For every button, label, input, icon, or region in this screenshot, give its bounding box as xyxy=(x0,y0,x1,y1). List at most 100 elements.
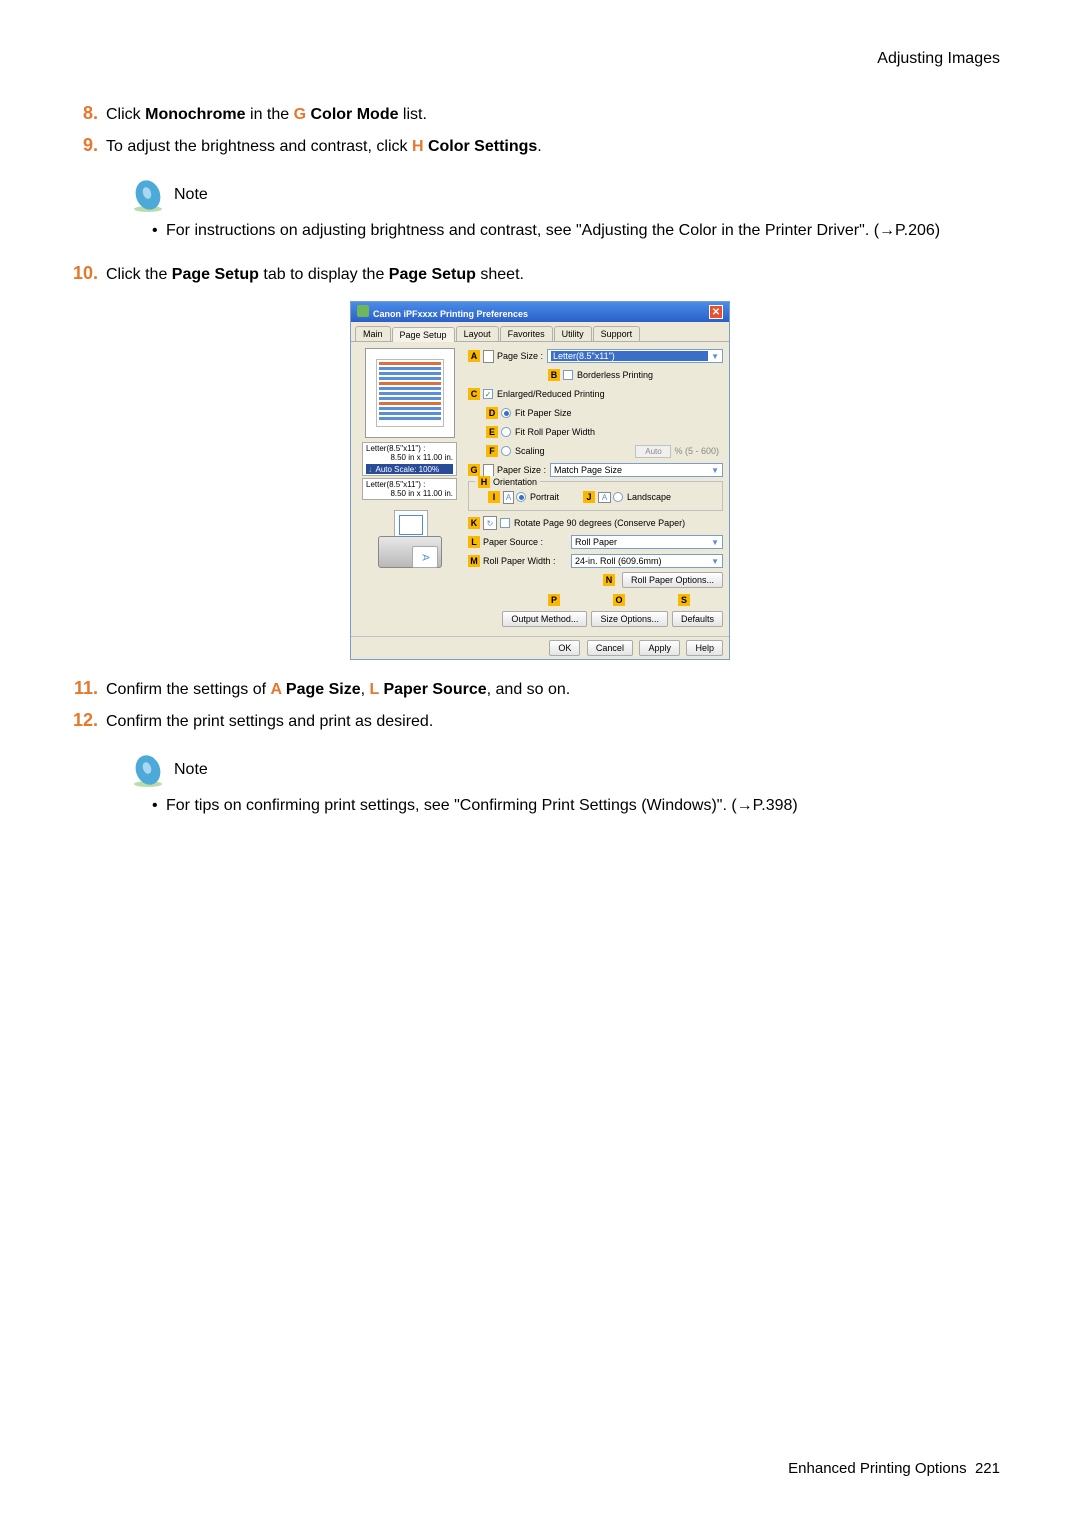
paper-source-dropdown[interactable]: Roll Paper▼ xyxy=(571,535,723,549)
output-method-button[interactable]: Output Method... xyxy=(502,611,587,627)
note-label: Note xyxy=(174,761,208,779)
page-size-label: Page Size : xyxy=(497,351,543,361)
note-label: Note xyxy=(174,186,208,204)
scaling-input[interactable]: Auto xyxy=(635,445,671,458)
step-11: 11. Confirm the settings of A Page Size,… xyxy=(70,678,1010,702)
step-number: 12. xyxy=(70,710,98,734)
size-info-2: Letter(8.5"x11") : 8.50 in x 11.00 in. xyxy=(362,478,457,500)
marker-h: H xyxy=(478,476,490,488)
paper-size-dropdown[interactable]: Match Page Size▼ xyxy=(550,463,723,477)
marker-a: A xyxy=(468,350,480,362)
cancel-button[interactable]: Cancel xyxy=(587,640,633,656)
dialog-title: Canon iPFxxxx Printing Preferences xyxy=(373,309,528,319)
instruction-list-2: 10. Click the Page Setup tab to display … xyxy=(70,263,1010,287)
note-list: For instructions on adjusting brightness… xyxy=(152,219,1010,243)
page-preview xyxy=(365,348,455,438)
note-block-1: Note For instructions on adjusting brigh… xyxy=(130,177,1010,243)
step-8: 8. Click Monochrome in the G Color Mode … xyxy=(70,103,1010,127)
chevron-down-icon: ▼ xyxy=(711,352,719,361)
page-footer: Enhanced Printing Options 221 xyxy=(788,1460,1000,1477)
page-size-dropdown[interactable]: Letter(8.5"x11")▼ xyxy=(547,349,723,363)
dialog-titlebar: Canon iPFxxxx Printing Preferences ✕ xyxy=(351,302,729,322)
roll-width-dropdown[interactable]: 24-in. Roll (609.6mm)▼ xyxy=(571,554,723,568)
marker-c: C xyxy=(468,388,480,400)
arrow-down-icon: ↓ xyxy=(368,464,373,474)
portrait-radio[interactable] xyxy=(516,492,526,502)
close-icon[interactable]: ✕ xyxy=(709,305,723,319)
marker-f: F xyxy=(486,445,498,457)
tab-utility[interactable]: Utility xyxy=(554,326,592,341)
fit-roll-radio[interactable] xyxy=(501,427,511,437)
tab-support[interactable]: Support xyxy=(593,326,641,341)
dialog-footer: OK Cancel Apply Help xyxy=(351,636,729,659)
marker-i: I xyxy=(488,491,500,503)
tab-favorites[interactable]: Favorites xyxy=(500,326,553,341)
print-preferences-dialog: Canon iPFxxxx Printing Preferences ✕ Mai… xyxy=(350,301,730,660)
tab-main[interactable]: Main xyxy=(355,326,391,341)
step-12: 12. Confirm the print settings and print… xyxy=(70,710,1010,734)
step-text: Confirm the settings of A Page Size, L P… xyxy=(106,678,1010,702)
note-block-2: Note For tips on confirming print settin… xyxy=(130,752,1010,818)
step-text: To adjust the brightness and contrast, c… xyxy=(106,135,1010,159)
step-number: 9. xyxy=(70,135,98,159)
paper-source-label: Paper Source : xyxy=(483,537,567,547)
dialog-body: Letter(8.5"x11") : 8.50 in x 11.00 in. ↓… xyxy=(351,342,729,636)
roll-options-button[interactable]: Roll Paper Options... xyxy=(622,572,723,588)
chevron-down-icon: ▼ xyxy=(711,538,719,547)
defaults-button[interactable]: Defaults xyxy=(672,611,723,627)
printer-preview xyxy=(370,508,450,578)
instruction-list-3: 11. Confirm the settings of A Page Size,… xyxy=(70,678,1010,734)
instruction-list: 8. Click Monochrome in the G Color Mode … xyxy=(70,103,1010,159)
enlarged-checkbox[interactable]: ✓ xyxy=(483,389,493,399)
apply-button[interactable]: Apply xyxy=(639,640,680,656)
help-button[interactable]: Help xyxy=(686,640,723,656)
step-number: 11. xyxy=(70,678,98,702)
note-icon xyxy=(130,177,166,213)
step-text: Confirm the print settings and print as … xyxy=(106,710,1010,734)
marker-m: M xyxy=(468,555,480,567)
marker-s: S xyxy=(678,594,690,606)
step-10: 10. Click the Page Setup tab to display … xyxy=(70,263,1010,287)
marker-o: O xyxy=(613,594,625,606)
roll-width-label: Roll Paper Width : xyxy=(483,556,567,566)
page-icon xyxy=(483,350,494,363)
landscape-icon: A xyxy=(598,492,611,503)
step-text: Click Monochrome in the G Color Mode lis… xyxy=(106,103,1010,127)
marker-k: K xyxy=(468,517,480,529)
landscape-radio[interactable] xyxy=(613,492,623,502)
app-icon xyxy=(357,305,369,317)
chevron-down-icon: ▼ xyxy=(711,557,719,566)
chevron-down-icon: ▼ xyxy=(711,466,719,475)
rotate-icon: ↻ xyxy=(483,516,497,530)
marker-l: L xyxy=(468,536,480,548)
ok-button[interactable]: OK xyxy=(549,640,580,656)
tab-page-setup[interactable]: Page Setup xyxy=(392,327,455,342)
note-item: For instructions on adjusting brightness… xyxy=(152,219,1010,243)
portrait-icon: A xyxy=(503,491,514,504)
marker-e: E xyxy=(486,426,498,438)
preview-column: Letter(8.5"x11") : 8.50 in x 11.00 in. ↓… xyxy=(357,348,462,630)
borderless-checkbox[interactable] xyxy=(563,370,573,380)
marker-p: P xyxy=(548,594,560,606)
paper-size-label: Paper Size : xyxy=(497,465,546,475)
marker-g: G xyxy=(468,464,480,476)
orientation-group: HOrientation I A Portrait J A Landscape xyxy=(468,481,723,511)
step-number: 10. xyxy=(70,263,98,287)
fields-column: A Page Size : Letter(8.5"x11")▼ B Border… xyxy=(462,348,723,630)
step-number: 8. xyxy=(70,103,98,127)
step-9: 9. To adjust the brightness and contrast… xyxy=(70,135,1010,159)
marker-b: B xyxy=(548,369,560,381)
note-icon xyxy=(130,752,166,788)
size-info-1: Letter(8.5"x11") : 8.50 in x 11.00 in. ↓… xyxy=(362,442,457,476)
tab-layout[interactable]: Layout xyxy=(456,326,499,341)
rotate-checkbox[interactable] xyxy=(500,518,510,528)
marker-j: J xyxy=(583,491,595,503)
fit-paper-radio[interactable] xyxy=(501,408,511,418)
dialog-tabs: Main Page Setup Layout Favorites Utility… xyxy=(351,322,729,342)
step-text: Click the Page Setup tab to display the … xyxy=(106,263,1010,287)
scaling-radio[interactable] xyxy=(501,446,511,456)
size-options-button[interactable]: Size Options... xyxy=(591,611,668,627)
note-item: For tips on confirming print settings, s… xyxy=(152,794,1010,818)
paper-icon xyxy=(483,464,494,477)
marker-n: N xyxy=(603,574,615,586)
